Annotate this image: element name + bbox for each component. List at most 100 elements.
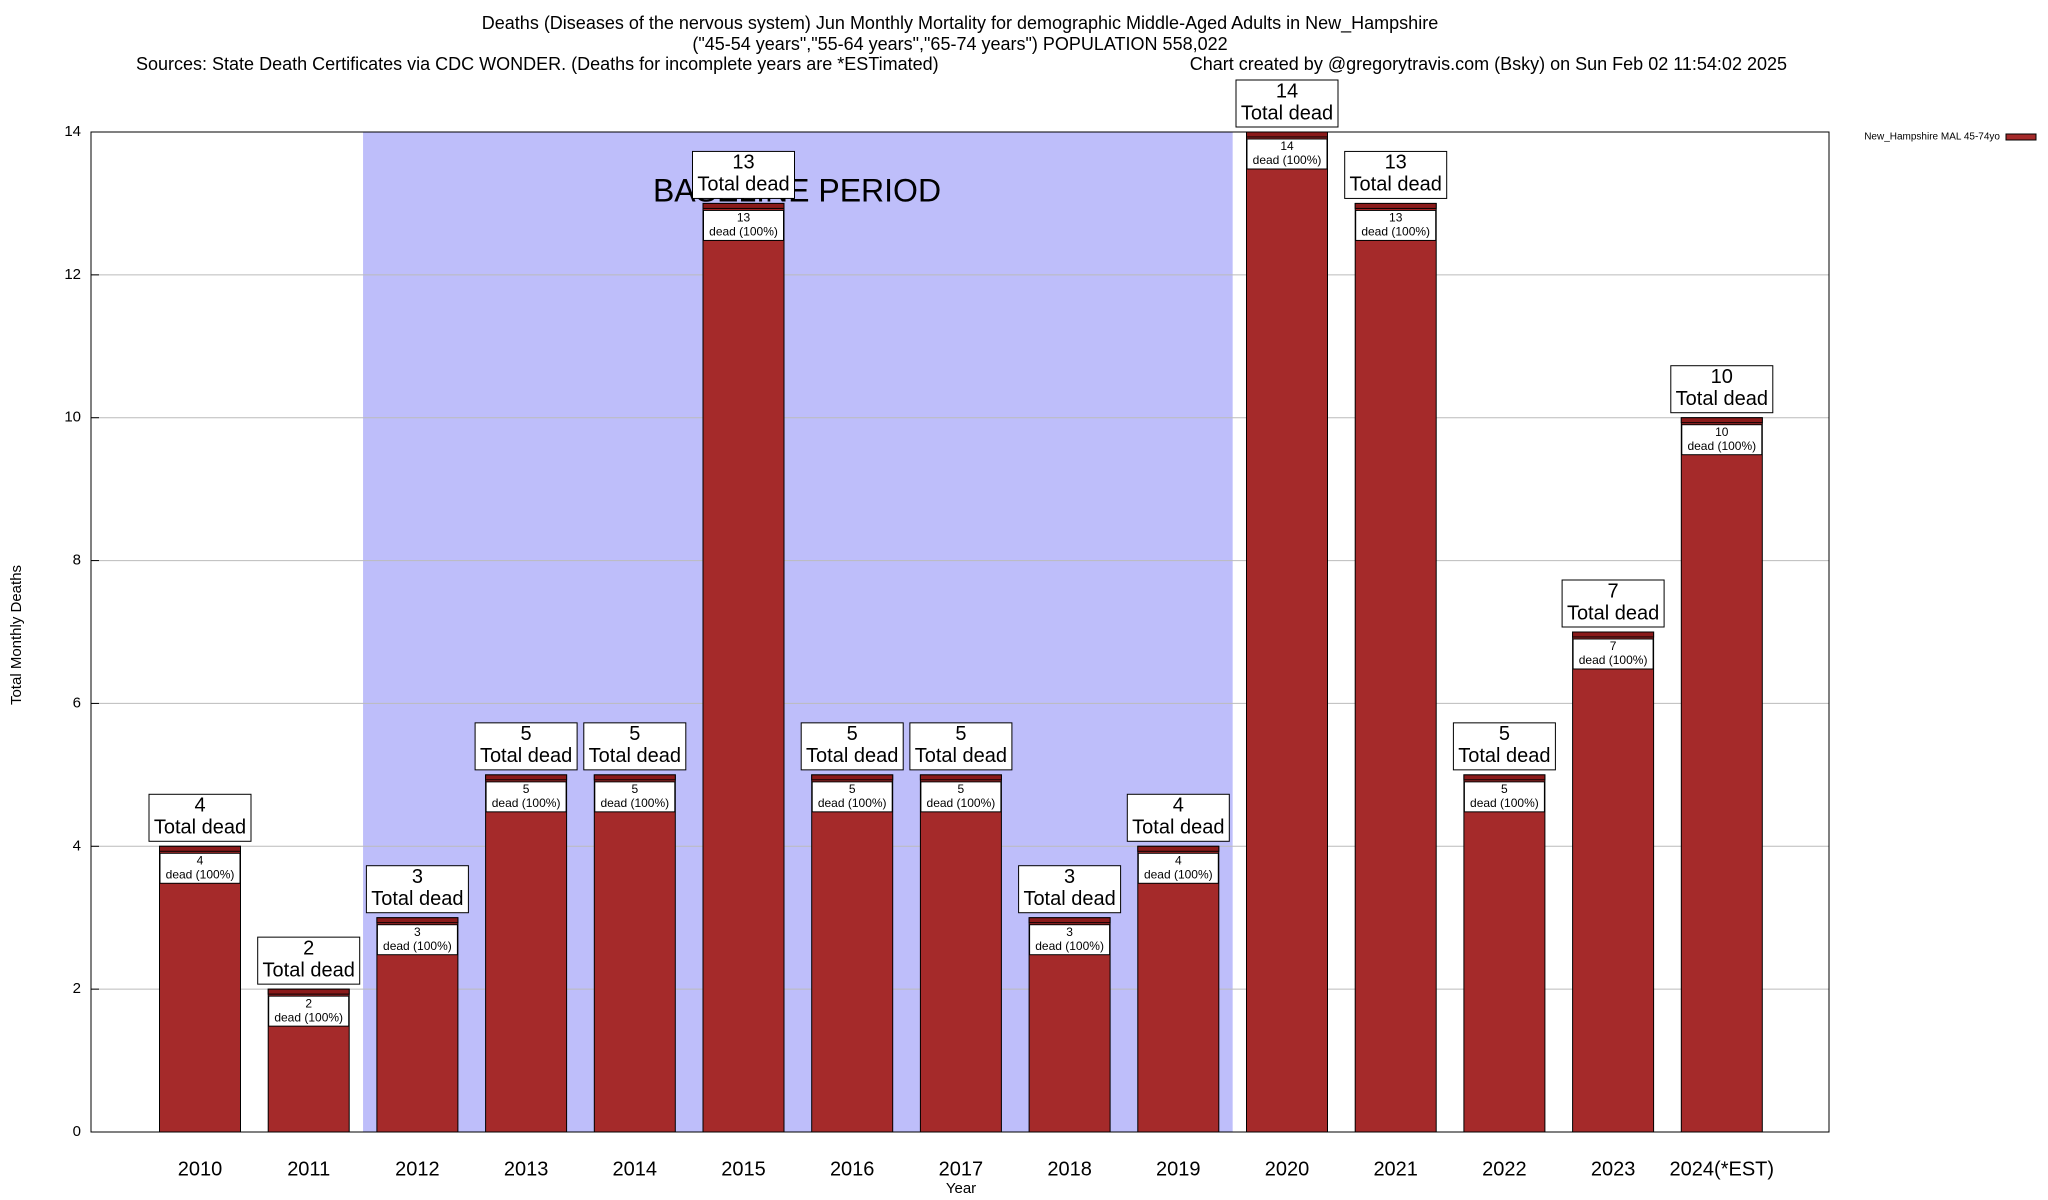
total-label-text: Total dead: [1567, 602, 1659, 624]
inner-label-value: 5: [631, 782, 638, 796]
bar-cap: [1354, 202, 1437, 209]
bar-cap: [485, 774, 568, 781]
bar-cap: [1246, 131, 1328, 138]
inner-label-box: [1463, 781, 1545, 813]
inner-label-box: [811, 781, 893, 813]
y-tick-label: 2: [73, 980, 81, 997]
chart-subtitle: ("45-54 years","55-64 years","65-74 year…: [692, 34, 1227, 54]
bar: [593, 774, 676, 1133]
total-label-value: 13: [732, 152, 754, 174]
inner-label-text: dead (100%): [1035, 939, 1104, 953]
chart-source: Sources: State Death Certificates via CD…: [136, 54, 939, 74]
y-axis-label: Total Monthly Deaths: [8, 565, 25, 705]
total-label-value: 5: [955, 723, 966, 745]
inner-label-text: dead (100%): [1361, 225, 1430, 239]
bar-cap: [811, 774, 894, 781]
inner-label-text: dead (100%): [166, 867, 235, 881]
inner-label-box: [159, 852, 241, 884]
bar-cap: [1572, 631, 1655, 638]
bar: [159, 845, 241, 1133]
x-tick-label: 2016: [830, 1158, 875, 1180]
bar-cap: [1680, 417, 1763, 424]
bar: [702, 202, 785, 1133]
bar-cap: [1028, 917, 1111, 924]
total-label-box: [909, 722, 1013, 771]
x-tick-label: 2011: [287, 1158, 330, 1180]
inner-label-text: dead (100%): [1470, 796, 1539, 810]
total-label-value: 5: [1499, 723, 1510, 745]
y-tick-label: 0: [73, 1123, 81, 1140]
inner-label-value: 13: [737, 211, 751, 225]
y-tick-label: 8: [73, 552, 81, 569]
total-label-text: Total dead: [263, 959, 355, 981]
inner-label-value: 3: [414, 925, 421, 939]
bar: [1137, 845, 1220, 1133]
bar-cap: [1137, 845, 1220, 852]
total-label-text: Total dead: [480, 745, 572, 767]
inner-label-box: [376, 924, 458, 956]
total-label-box: [1670, 365, 1774, 414]
inner-label-text: dead (100%): [1144, 867, 1213, 881]
total-label-value: 4: [1173, 795, 1184, 817]
x-tick-label: 2019: [1156, 1158, 1201, 1180]
bar-cap: [593, 774, 676, 781]
total-label-box: [365, 865, 469, 914]
inner-label-text: dead (100%): [1579, 653, 1648, 667]
inner-label-text: dead (100%): [274, 1010, 343, 1024]
inner-label-box: [485, 781, 567, 813]
total-label-text: Total dead: [1458, 745, 1550, 767]
inner-label-box: [1246, 138, 1328, 170]
total-label-text: Total dead: [1676, 388, 1768, 410]
x-tick-label: 2023: [1591, 1158, 1636, 1180]
x-axis-label: Year: [946, 1180, 976, 1197]
bar-cap: [159, 845, 241, 852]
total-label-box: [1561, 579, 1665, 628]
bar: [919, 774, 1002, 1133]
inner-label-box: [268, 995, 350, 1027]
bar: [1680, 417, 1763, 1133]
bar: [1246, 131, 1328, 1133]
total-label-value: 4: [194, 795, 205, 817]
total-label-box: [1126, 793, 1230, 842]
x-tick-label: 2015: [721, 1158, 766, 1180]
inner-label-text: dead (100%): [818, 796, 887, 810]
inner-label-value: 2: [305, 996, 312, 1010]
inner-label-value: 7: [1610, 639, 1617, 653]
inner-label-value: 10: [1715, 425, 1729, 439]
x-tick-label: 2013: [504, 1158, 549, 1180]
total-label-value: 5: [521, 723, 532, 745]
inner-label-box: [920, 781, 1002, 813]
total-label-box: [692, 150, 795, 199]
total-label-text: Total dead: [154, 817, 246, 839]
total-label-value: 5: [847, 723, 858, 745]
x-tick-label: 2021: [1373, 1158, 1418, 1180]
total-label-value: 14: [1276, 80, 1298, 102]
total-label-box: [1452, 722, 1556, 771]
inner-label-value: 5: [849, 782, 856, 796]
x-tick-label: 2020: [1265, 1158, 1310, 1180]
total-label-text: Total dead: [371, 888, 463, 910]
total-label-value: 13: [1385, 152, 1407, 174]
chart-title: Deaths (Diseases of the nervous system) …: [482, 13, 1438, 34]
inner-label-text: dead (100%): [927, 796, 996, 810]
total-label-box: [1018, 865, 1122, 914]
bar-cap: [919, 774, 1002, 781]
y-tick-label: 10: [64, 409, 81, 426]
legend-label: New_Hampshire MAL 45-74yo: [1864, 132, 2000, 143]
total-label-text: Total dead: [1241, 102, 1333, 124]
total-label-text: Total dead: [1023, 888, 1115, 910]
bar-cap: [376, 917, 459, 924]
total-label-value: 3: [1064, 866, 1075, 888]
inner-label-box: [1029, 924, 1111, 956]
inner-label-text: dead (100%): [492, 796, 561, 810]
inner-label-box: [594, 781, 676, 813]
total-label-text: Total dead: [589, 745, 681, 767]
inner-label-value: 5: [1501, 782, 1508, 796]
inner-label-box: [1572, 638, 1654, 670]
total-label-value: 7: [1608, 580, 1619, 602]
bar: [1463, 774, 1546, 1133]
total-label-box: [148, 793, 252, 842]
inner-label-value: 3: [1066, 925, 1073, 939]
chart-credit: Chart created by @gregorytravis.com (Bsk…: [1190, 54, 1787, 74]
bar: [1572, 631, 1655, 1133]
